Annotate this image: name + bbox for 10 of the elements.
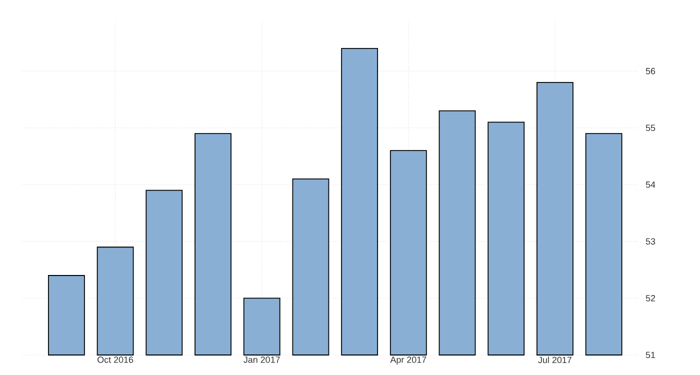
x-tick-label: Apr 2017 bbox=[390, 356, 426, 365]
x-tick-label: Oct 2016 bbox=[98, 356, 134, 363]
y-tick-label: 52 bbox=[646, 295, 656, 302]
y-tick-label: 54 bbox=[646, 182, 656, 188]
y-tick-label: 51 bbox=[646, 352, 656, 358]
y-tick-label: 53 bbox=[646, 238, 656, 245]
y-tick-label: 55 bbox=[646, 124, 656, 132]
x-tick-label: Jan 2017 bbox=[244, 356, 280, 363]
y-tick-label: 56 bbox=[646, 68, 656, 74]
x-tick-label: Jul 2017 bbox=[538, 356, 572, 364]
